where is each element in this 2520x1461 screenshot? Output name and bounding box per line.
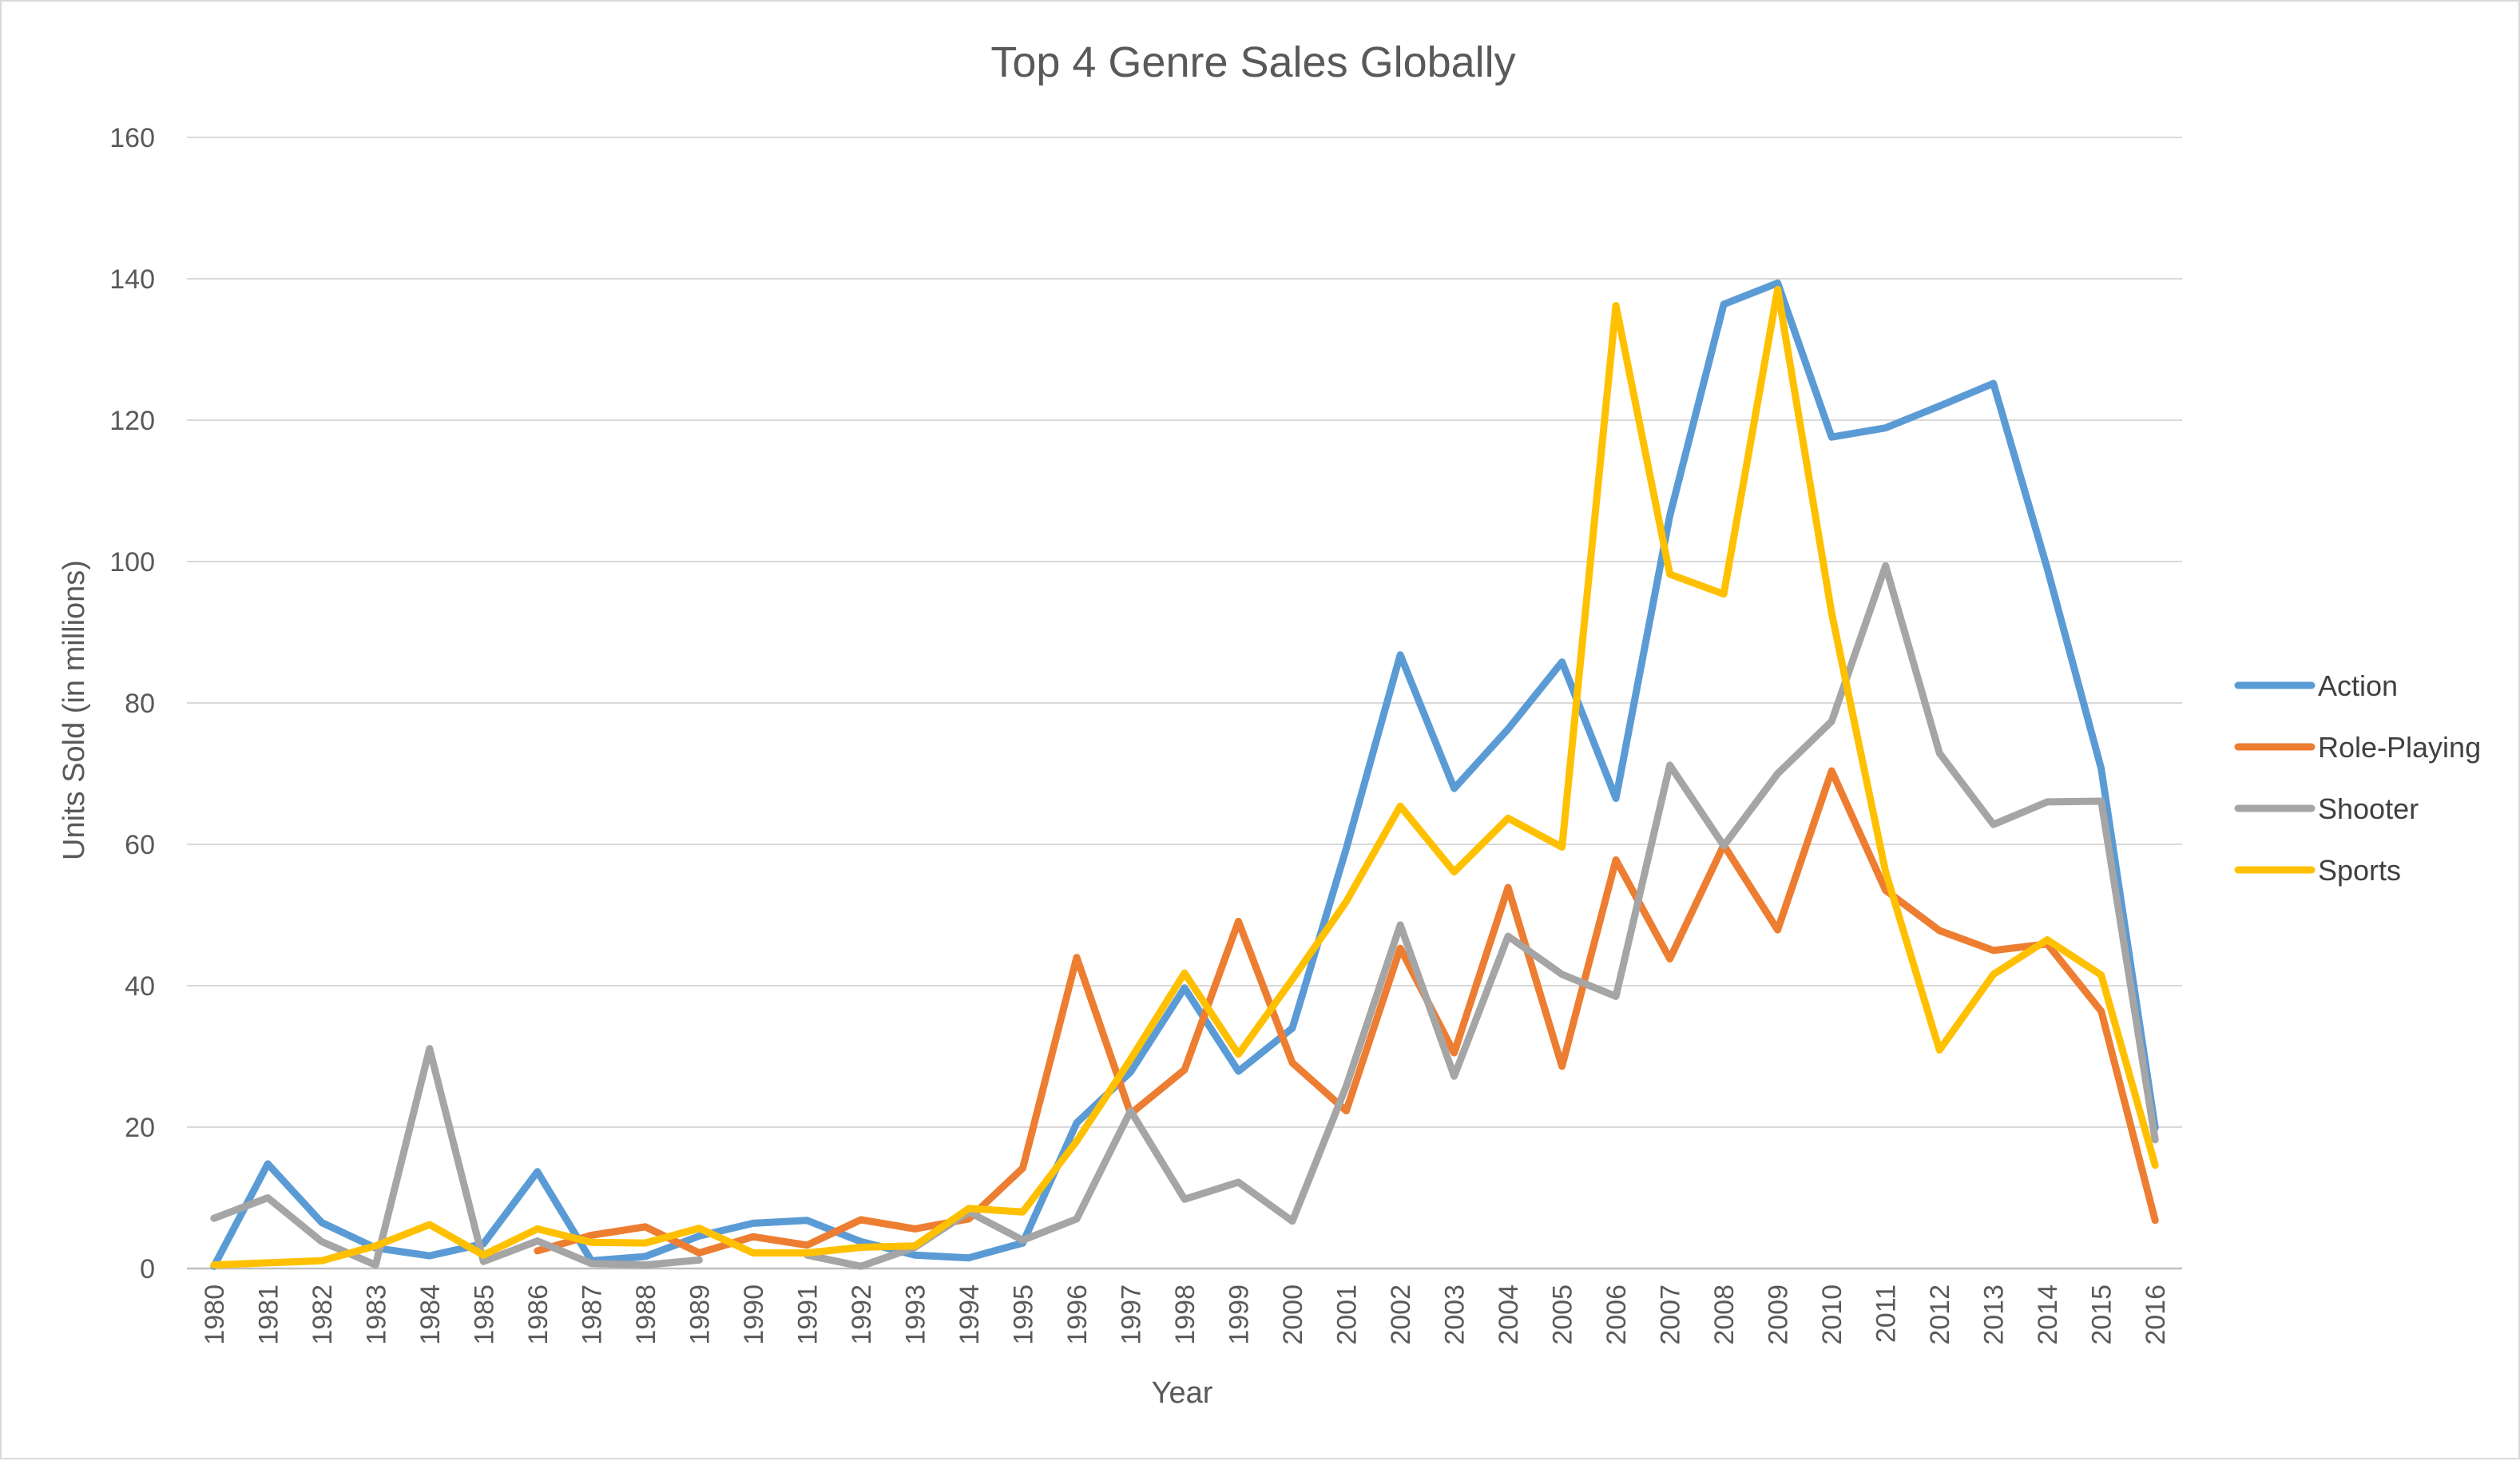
y-tick-label: 80 [125,689,155,719]
y-tick-label: 140 [109,264,155,295]
x-tick-label: 2015 [2087,1284,2117,1345]
series-line-action [210,279,2159,1270]
legend-label: Sports [2318,854,2401,887]
x-tick-label: 1990 [739,1284,769,1345]
x-tick-label: 1991 [792,1284,823,1345]
y-axis-ticks: 0 20 40 60 80 100 120 140 160 [109,123,155,1284]
y-tick-label: 0 [140,1254,155,1284]
x-tick-label: 1994 [954,1284,985,1345]
x-tick-label: 1992 [847,1284,877,1345]
x-tick-label: 1986 [523,1284,554,1345]
x-tick-label: 1988 [631,1284,661,1345]
x-tick-label: 1984 [415,1284,446,1345]
y-tick-label: 160 [109,123,155,153]
x-tick-label: 2006 [1601,1284,1632,1345]
x-tick-label: 2010 [1817,1284,1847,1345]
y-tick-label: 100 [109,547,155,578]
x-axis-ticks: 1980 1981 1982 1983 1984 1985 1986 1987 1988 1989… [200,1284,2171,1345]
x-tick-label: 2016 [2141,1284,2171,1345]
legend-item: Action [2234,669,2398,702]
series-line-shooter [210,562,2159,1270]
legend-label: Action [2318,669,2398,702]
legend-label: Shooter [2318,792,2419,825]
x-tick-label: 1985 [469,1284,499,1345]
x-tick-label: 1995 [1008,1284,1038,1345]
x-tick-label: 2009 [1764,1284,1794,1345]
series-lines [210,279,2159,1270]
x-tick-label: 1999 [1224,1284,1255,1345]
x-tick-label: 1987 [577,1284,607,1345]
x-axis-title: Year [1152,1376,1213,1410]
x-tick-label: 2004 [1494,1284,1524,1345]
y-tick-label: 60 [125,830,155,860]
y-axis-title: Units Sold (in millions) [58,560,91,860]
legend: Action Role-Playing Shooter Sports [2234,669,2481,887]
x-tick-label: 2012 [1925,1284,1955,1345]
x-tick-label: 1993 [900,1284,931,1345]
x-tick-label: 2002 [1386,1284,1416,1345]
x-tick-label: 1996 [1062,1284,1093,1345]
x-tick-label: 1980 [200,1284,230,1345]
gridlines [187,137,2182,1270]
x-tick-label: 2013 [1979,1284,2010,1345]
x-tick-label: 2001 [1332,1284,1363,1345]
x-tick-label: 1982 [308,1284,338,1345]
x-tick-label: 1983 [361,1284,391,1345]
x-tick-label: 1997 [1116,1284,1146,1345]
y-tick-label: 40 [125,971,155,1002]
x-tick-label: 1989 [685,1284,715,1345]
x-tick-label: 1998 [1170,1284,1200,1345]
legend-item: Sports [2234,854,2401,887]
x-tick-label: 2014 [2033,1284,2063,1345]
y-tick-label: 120 [109,406,155,436]
series-line-role-playing [534,767,2159,1257]
y-tick-label: 20 [125,1113,155,1143]
chart-title: Top 4 Genre Sales Globally [990,38,1515,86]
legend-item: Role-Playing [2234,731,2481,764]
x-tick-label: 2011 [1871,1284,1902,1343]
x-tick-label: 2000 [1278,1284,1308,1345]
x-tick-label: 1981 [253,1284,284,1345]
x-tick-label: 2005 [1548,1284,1578,1345]
legend-item: Shooter [2234,792,2419,825]
series-line-sports [210,285,2159,1269]
x-tick-label: 2003 [1440,1284,1470,1345]
x-tick-label: 2008 [1709,1284,1740,1345]
legend-label: Role-Playing [2318,731,2481,764]
x-tick-label: 2007 [1656,1284,1686,1345]
